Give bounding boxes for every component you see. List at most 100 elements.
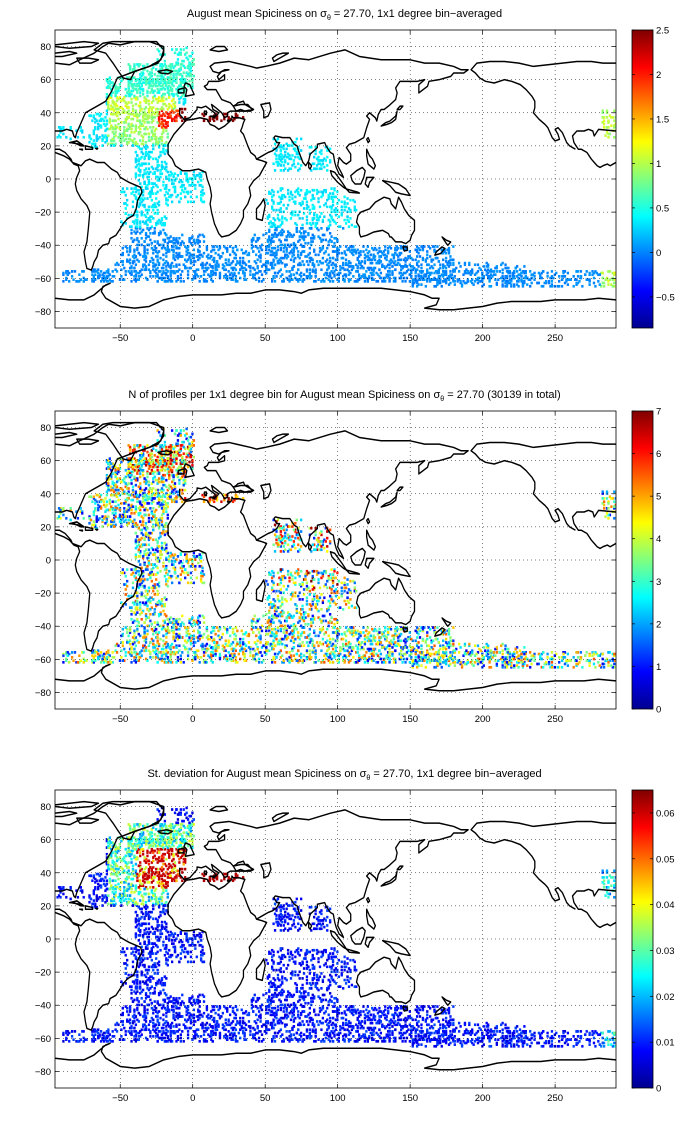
data-cell [147, 102, 151, 106]
data-cell [112, 132, 116, 136]
data-cell [160, 117, 164, 121]
data-cell [131, 505, 135, 509]
data-cell [146, 127, 149, 131]
data-cell [398, 253, 401, 257]
data-cell [272, 258, 275, 262]
data-cell [127, 112, 130, 116]
data-cell [313, 188, 316, 192]
data-cell [98, 119, 101, 123]
data-cell [340, 256, 343, 260]
data-cell [173, 104, 177, 108]
data-cell [415, 245, 419, 248]
panel-1: August mean Spiciness on σθ = 27.70, 1x1… [35, 8, 675, 344]
data-cell [291, 210, 294, 214]
data-cell [311, 188, 314, 192]
data-cell [97, 127, 100, 131]
data-cell [608, 114, 612, 118]
data-cell [437, 275, 441, 278]
data-cell [134, 477, 138, 480]
data-cell [349, 265, 352, 268]
data-cell [282, 250, 285, 253]
data-cell [614, 122, 616, 126]
data-cell [311, 217, 314, 220]
data-cell [320, 195, 323, 199]
data-cell [118, 96, 122, 99]
data-cell [150, 516, 153, 520]
data-cell [143, 255, 146, 258]
data-cell [114, 92, 117, 96]
data-cell [62, 273, 65, 277]
data-cell [443, 271, 446, 275]
data-cell [207, 266, 210, 270]
data-cell [452, 261, 455, 265]
data-cell [318, 167, 322, 171]
data-cell [317, 197, 320, 200]
data-cell [611, 284, 614, 288]
data-cell [352, 245, 355, 248]
data-cell [272, 275, 275, 278]
data-cell [139, 182, 142, 185]
data-cell [128, 457, 132, 461]
data-cell [198, 183, 201, 187]
data-cell [149, 82, 152, 86]
data-cell [136, 463, 139, 467]
data-cell [315, 188, 319, 192]
data-cell [111, 508, 114, 512]
data-cell [152, 111, 155, 114]
data-cell [126, 76, 129, 80]
data-cell [69, 127, 72, 131]
data-cell [270, 198, 274, 202]
data-cell [152, 472, 155, 475]
data-cell [163, 167, 167, 171]
data-cell [244, 250, 248, 253]
data-cell [378, 255, 381, 258]
data-cell [486, 263, 490, 267]
data-cell [336, 278, 339, 281]
data-cell [192, 270, 196, 273]
data-cell [156, 107, 159, 111]
data-cell [130, 508, 133, 512]
data-cell [152, 99, 155, 103]
data-cell [134, 165, 138, 169]
data-cell [305, 190, 309, 194]
data-cell [170, 468, 174, 472]
data-cell [130, 266, 133, 270]
data-cell [131, 86, 135, 89]
data-cell [331, 261, 335, 265]
data-cell [114, 119, 117, 123]
data-cell [363, 260, 367, 263]
data-cell [182, 92, 185, 96]
data-cell [544, 279, 548, 283]
data-cell [105, 520, 109, 523]
data-cell [504, 263, 507, 267]
data-cell [292, 200, 296, 204]
data-cell [265, 261, 268, 265]
data-cell [105, 516, 109, 520]
data-cell [157, 89, 161, 93]
data-cell [160, 164, 164, 167]
data-cell [136, 236, 139, 240]
data-cell [126, 129, 129, 132]
data-cell [600, 271, 603, 275]
data-cell [313, 162, 316, 166]
data-cell [128, 245, 132, 248]
data-cell [279, 144, 283, 147]
data-cell [59, 130, 62, 134]
data-cell [266, 251, 269, 255]
data-cell [146, 498, 149, 502]
data-cell [168, 236, 171, 240]
data-cell [117, 87, 120, 91]
data-cell [166, 270, 169, 273]
data-cell [173, 485, 177, 489]
data-cell [175, 48, 178, 51]
data-cell [331, 279, 335, 283]
data-cell [182, 462, 185, 465]
data-cell [178, 478, 181, 482]
data-cell [401, 279, 404, 283]
data-cell [146, 116, 149, 119]
data-cell [613, 271, 616, 275]
data-cell [182, 263, 185, 267]
data-cell [110, 462, 113, 465]
data-cell [315, 227, 319, 230]
data-cell [133, 130, 136, 134]
